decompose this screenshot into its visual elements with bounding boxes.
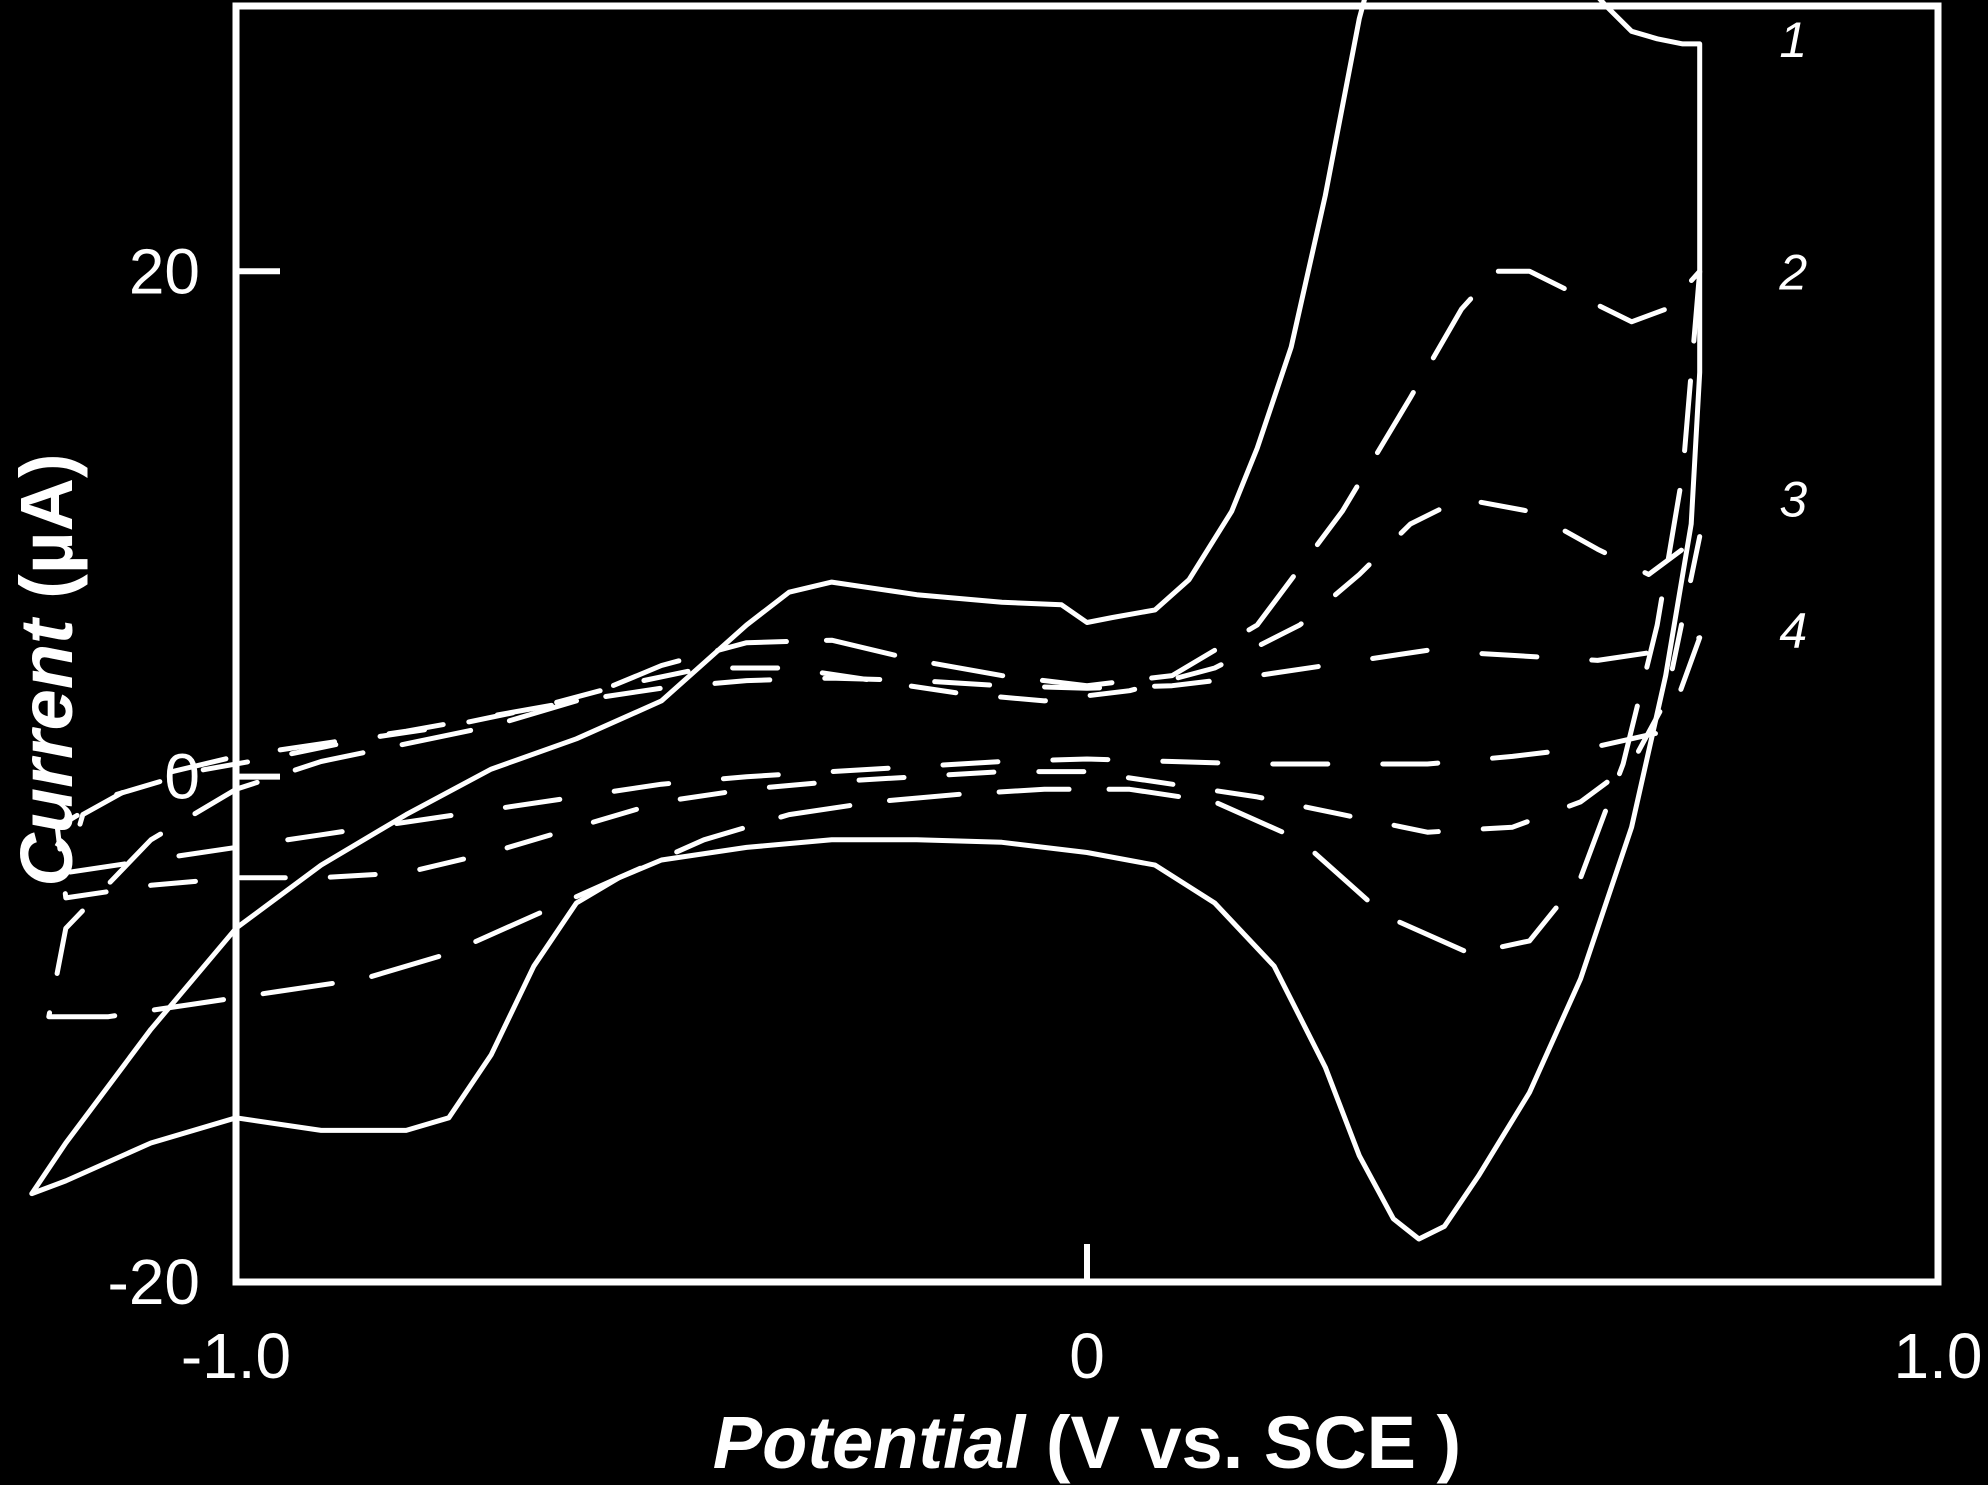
y-axis-title-italic: Current xyxy=(5,616,88,887)
y-tick-label: 0 xyxy=(164,741,200,813)
y-axis-title: Current (µA) xyxy=(5,453,88,886)
series-4-label: 4 xyxy=(1779,603,1807,659)
series-layer: 1 2 3 4 xyxy=(29,0,1807,1242)
x-tick-label: -1.0 xyxy=(181,1320,291,1392)
series-3-curve xyxy=(54,496,1703,901)
series-2-curve xyxy=(46,268,1703,1020)
tick-layer: -1.0 0 1.0 20 0 -20 xyxy=(108,235,1983,1392)
y-tick-label: -20 xyxy=(108,1246,201,1318)
x-axis-title: Potential (V vs. SCE ) xyxy=(713,1401,1461,1484)
x-tick-label: 1.0 xyxy=(1894,1320,1983,1392)
x-tick-label: 0 xyxy=(1069,1320,1105,1392)
series-1-label: 1 xyxy=(1779,12,1807,68)
series-3-label: 3 xyxy=(1779,472,1807,528)
series-1-curve xyxy=(29,0,1703,1242)
y-axis-title-units: (µA) xyxy=(5,453,88,619)
series-4-curve xyxy=(63,635,1703,876)
x-axis-title-italic: Potential xyxy=(713,1401,1027,1484)
series-2-label: 2 xyxy=(1778,244,1807,300)
y-tick-label: 20 xyxy=(129,235,200,307)
x-axis-title-units: (V vs. SCE ) xyxy=(1025,1401,1461,1484)
